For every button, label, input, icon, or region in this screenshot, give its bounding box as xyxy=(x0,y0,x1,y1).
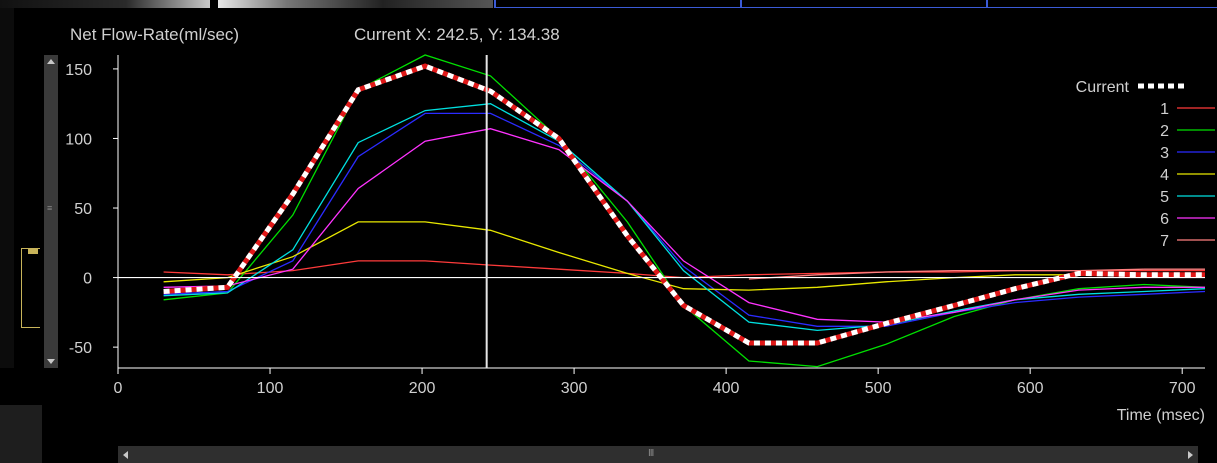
vertical-scrollbar[interactable]: ≡ xyxy=(44,55,58,368)
scroll-up-arrow-icon[interactable] xyxy=(47,59,55,64)
x-tick-label: 400 xyxy=(713,380,740,397)
legend-label-7: 7 xyxy=(1160,233,1169,250)
thumbnail-cell-3[interactable] xyxy=(494,0,742,8)
range-bracket-handle[interactable] xyxy=(28,249,38,254)
left-image-edge xyxy=(0,8,14,368)
series-4-line xyxy=(163,221,1205,291)
scroll-down-arrow-icon[interactable] xyxy=(47,359,55,364)
y-tick-label: 150 xyxy=(65,62,92,79)
series-6-line xyxy=(163,128,1205,323)
legend-label-current: Current xyxy=(1076,79,1130,96)
series-7-line xyxy=(748,268,1205,280)
horizontal-scrollbar[interactable]: III xyxy=(118,446,1198,463)
series-current-line xyxy=(163,63,1205,346)
left-panel xyxy=(0,405,42,463)
horizontal-scroll-grip[interactable]: III xyxy=(648,448,654,459)
y-tick-label: -50 xyxy=(69,340,92,357)
cursor-readout: Current X: 242.5, Y: 134.38 xyxy=(354,25,560,44)
x-tick-label: 600 xyxy=(1017,380,1044,397)
thumbnail-cell-4[interactable] xyxy=(740,0,988,8)
x-tick-label: 700 xyxy=(1169,380,1196,397)
x-tick-label: 0 xyxy=(114,380,123,397)
y-tick-label: 0 xyxy=(83,271,92,288)
legend-label-1: 1 xyxy=(1160,101,1169,118)
vertical-scroll-grip[interactable]: ≡ xyxy=(47,203,53,213)
thumbnail-strip xyxy=(0,0,1217,8)
x-tick-label: 300 xyxy=(561,380,588,397)
legend-label-3: 3 xyxy=(1160,145,1169,162)
range-bracket[interactable] xyxy=(21,248,40,328)
series-3-line xyxy=(163,112,1206,327)
legend-label-6: 6 xyxy=(1160,211,1169,228)
chart-title: Net Flow-Rate(ml/sec) xyxy=(70,25,239,44)
y-tick-label: 50 xyxy=(74,201,92,218)
y-tick-label: 100 xyxy=(65,131,92,148)
x-axis-label: Time (msec) xyxy=(1117,407,1205,424)
x-tick-label: 500 xyxy=(865,380,892,397)
thumbnail-image-1[interactable] xyxy=(0,0,210,8)
thumbnail-image-2[interactable] xyxy=(218,0,493,8)
thumbnail-cell-5[interactable] xyxy=(986,0,1217,8)
scroll-right-arrow-icon[interactable] xyxy=(1188,451,1193,459)
x-tick-label: 100 xyxy=(257,380,284,397)
legend-label-5: 5 xyxy=(1160,189,1169,206)
scroll-left-arrow-icon[interactable] xyxy=(123,451,128,459)
legend-label-4: 4 xyxy=(1160,167,1169,184)
x-tick-label: 200 xyxy=(409,380,436,397)
series-5-line xyxy=(163,103,1206,332)
legend-label-2: 2 xyxy=(1160,123,1169,140)
series-2-line xyxy=(163,54,1206,368)
